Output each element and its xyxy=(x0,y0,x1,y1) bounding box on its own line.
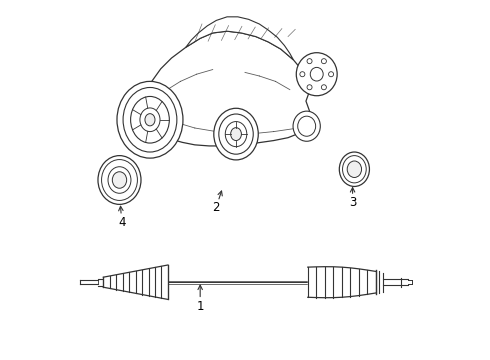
Ellipse shape xyxy=(112,172,126,188)
Ellipse shape xyxy=(307,85,312,90)
Ellipse shape xyxy=(300,72,305,77)
Polygon shape xyxy=(308,267,376,298)
Ellipse shape xyxy=(339,152,369,186)
Ellipse shape xyxy=(145,114,155,126)
Ellipse shape xyxy=(219,114,253,154)
Text: 3: 3 xyxy=(349,196,356,209)
Text: 1: 1 xyxy=(196,300,204,313)
Text: 4: 4 xyxy=(119,216,126,229)
Ellipse shape xyxy=(298,116,316,136)
Ellipse shape xyxy=(101,159,137,201)
Ellipse shape xyxy=(321,59,326,64)
Ellipse shape xyxy=(321,85,326,90)
Ellipse shape xyxy=(231,128,242,140)
Polygon shape xyxy=(103,265,168,300)
Ellipse shape xyxy=(293,111,320,141)
Ellipse shape xyxy=(296,53,337,96)
Ellipse shape xyxy=(343,156,366,183)
Polygon shape xyxy=(186,17,294,60)
Ellipse shape xyxy=(123,87,177,152)
Ellipse shape xyxy=(214,108,258,160)
Text: 2: 2 xyxy=(212,202,220,215)
Ellipse shape xyxy=(347,161,362,177)
Ellipse shape xyxy=(329,72,334,77)
Ellipse shape xyxy=(140,108,160,132)
Ellipse shape xyxy=(307,59,312,64)
Polygon shape xyxy=(134,138,152,152)
Polygon shape xyxy=(136,31,313,146)
Ellipse shape xyxy=(117,81,183,158)
Ellipse shape xyxy=(108,167,131,193)
Ellipse shape xyxy=(98,156,141,204)
Ellipse shape xyxy=(310,67,323,81)
Ellipse shape xyxy=(225,122,247,147)
Ellipse shape xyxy=(131,96,170,143)
